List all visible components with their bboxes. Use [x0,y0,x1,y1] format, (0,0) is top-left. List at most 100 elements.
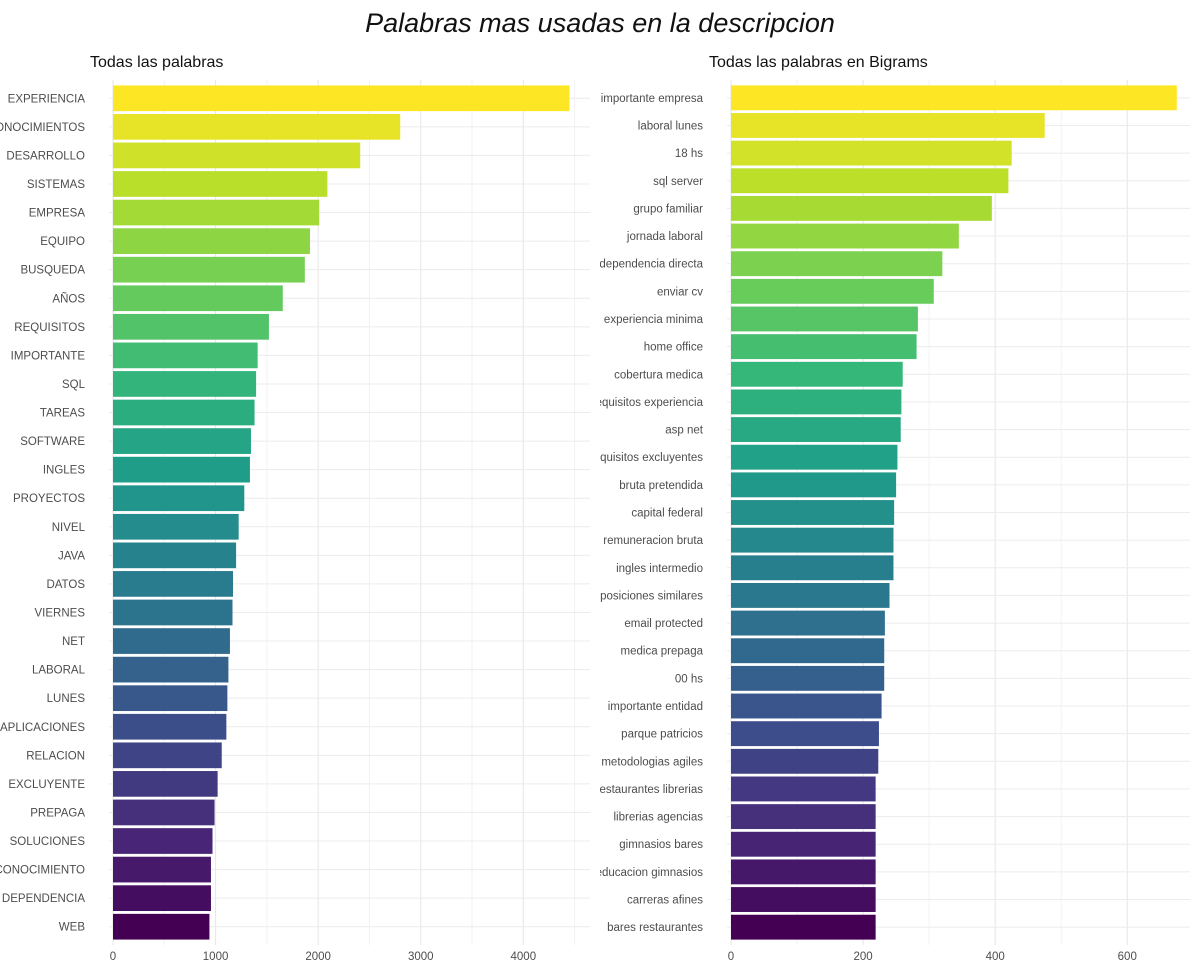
1-category-label: grupo familiar [633,203,703,215]
1-category-label: enviar cv [657,286,703,298]
0-category-label: REQUISITOS [14,322,85,334]
1-bar [731,527,894,553]
0-category-label: TAREAS [40,408,85,420]
1-bar [731,334,917,360]
0-bar [113,856,211,883]
1-category-label: gimnasios bares [619,839,703,851]
1-bar [731,417,901,443]
right-bar-chart: Todas las palabras en Bigrams importante … [600,54,1190,963]
0-bar [113,913,210,940]
0-category-label: AÑOS [52,292,85,305]
0-bar [113,799,215,826]
0-bar [113,685,228,712]
0-category-label: DEPENDENCIA [2,893,85,905]
0-tick-label: 1000 [203,951,229,963]
1-category-label: email protected [624,618,703,630]
1-category-label: jornada laboral [626,231,703,243]
1-category-label: 00 hs [675,673,703,685]
1-category-label: home office [644,342,703,354]
0-category-label: IMPORTANTE [11,350,86,362]
0-category-label: NIVEL [52,522,86,534]
0-bar [113,713,227,740]
1-category-label: importante entidad [608,701,703,713]
1-category-label: asp net [665,425,704,437]
1-category-label: posiciones similares [600,590,703,602]
1-category-label: ingles intermedio [616,563,703,575]
0-tick-label: 4000 [511,951,537,963]
1-category-label: medica prepaga [621,646,704,658]
1-bar [731,195,992,221]
1-bar [731,113,1045,138]
1-bar [731,389,902,415]
1-bar [731,444,898,470]
1-bar [731,748,879,774]
1-bar [731,251,943,277]
1-bar [731,693,882,719]
0-bar [113,171,328,197]
1-bar [731,278,934,304]
1-category-label: 18 hs [675,148,703,160]
0-category-label: JAVA [58,550,85,562]
1-bar [731,831,876,857]
1-bar [731,638,885,664]
0-bar [113,342,258,369]
0-category-label: SISTEMAS [27,179,85,191]
0-bar [113,399,255,426]
0-category-label: WEB [59,922,86,934]
1-bar [731,361,903,387]
0-bar [113,885,211,912]
0-category-label: SOFTWARE [20,436,85,448]
0-category-label: PREPAGA [30,807,85,819]
0-category-label: SOLUCIONES [10,836,86,848]
1-category-label: laboral lunes [638,120,703,132]
0-bar [113,199,320,226]
1-bar [731,85,1177,111]
0-category-label: EXPERIENCIA [8,93,86,105]
0-bar [113,85,570,112]
left-bar-chart: Todas las palabras EXPERIENCIA CONOCIMIENT… [0,54,590,963]
0-category-label: SQL [62,379,86,391]
1-tick-label: 200 [853,951,872,963]
0-bar [113,113,401,140]
0-category-label: INGLES [43,465,86,477]
0-category-label: EMPRESA [29,208,86,220]
1-bar [731,859,876,885]
0-bar [113,599,233,626]
0-category-label: APLICACIONES [0,722,85,734]
1-bar [731,776,876,802]
1-bar [731,914,876,940]
1-category-label: remuneracion bruta [603,535,703,547]
0-bar [113,313,269,340]
0-bar [113,256,305,283]
1-category-label: bares restaurantes [607,922,703,934]
1-bar [731,582,890,608]
0-bar [113,228,310,254]
0-category-label: LUNES [47,693,86,705]
0-bar [113,456,250,483]
1-category-label: capital federal [631,508,703,520]
0-bar [113,628,230,654]
1-bar [731,500,895,525]
1-bar [731,665,885,691]
0-category-label: CONOCIMIENTOS [0,122,85,134]
1-tick-label: 0 [728,951,734,963]
1-bar [731,223,959,249]
1-category-label: importante empresa [601,93,704,105]
0-category-label: DATOS [46,579,85,591]
0-bar [113,828,213,854]
0-category-label: CONOCIMIENTO [0,865,85,877]
1-category-label: metodologias agiles [601,756,703,768]
0-bar [113,285,283,312]
0-category-label: PROYECTOS [13,493,85,505]
0-bar [113,513,239,540]
1-bar [731,555,894,581]
1-category-label: requisitos experiencia [600,397,704,409]
1-bar [731,306,918,332]
1-bar [731,472,897,498]
1-bar [731,140,1012,166]
1-bar [731,887,876,912]
0-bar [113,428,251,454]
0-category-label: EQUIPO [40,236,85,248]
1-category-label: dependencia directa [600,259,704,271]
0-category-label: RELACION [26,750,85,762]
